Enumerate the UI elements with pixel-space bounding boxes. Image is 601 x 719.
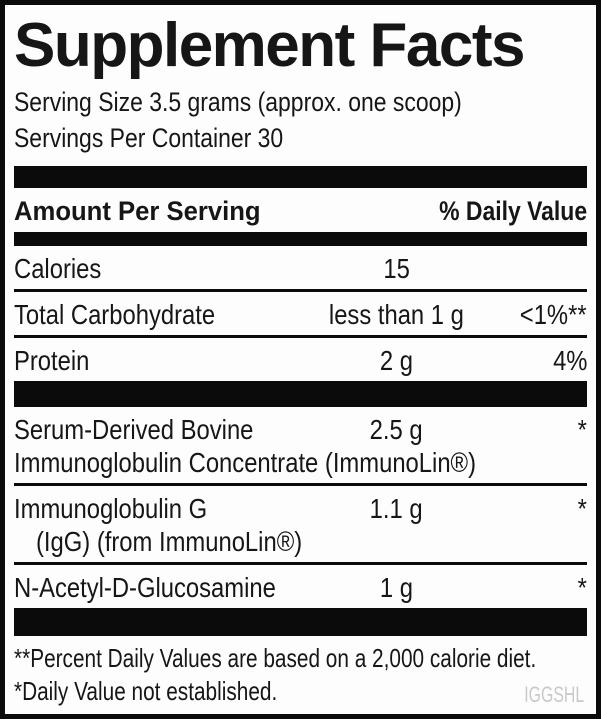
serving-size-text: Serving Size 3.5 grams (approx. one scoo… (14, 87, 462, 117)
nutrient-name: Serum-Derived Bovine (14, 414, 254, 445)
nutrient-dv: * (577, 493, 587, 524)
nutrient-name: Calories (14, 253, 102, 284)
nutrient-name-line2: Immunoglobulin Concentrate (ImmunoLin®) (14, 446, 587, 479)
nutrient-name-line2: (IgG) (from ImmunoLin®) (14, 525, 587, 558)
separator-bar-medium (14, 232, 587, 246)
nutrient-row-immunoglobulin-g: Immunoglobulin G (IgG) (from ImmunoLin®)… (14, 486, 587, 562)
nutrient-amount: 2.5 g (370, 414, 423, 445)
footnote-text: *Daily Value not established. (14, 676, 278, 706)
nutrient-row-total-carbohydrate: Total Carbohydrate less than 1 g <1%** (14, 292, 587, 335)
nutrient-amount-col: 1.1 g (269, 492, 524, 525)
row-divider (14, 289, 587, 292)
nutrient-dv: * (577, 414, 587, 445)
nutrient-amount: 2 g (379, 345, 414, 376)
nutrient-dv-col: <1%** (508, 298, 587, 331)
nutrient-row-serum-derived-bovine: Serum-Derived Bovine Immunoglobulin Conc… (14, 407, 587, 483)
nutrient-dv-col: 4% (547, 344, 587, 377)
nutrient-name-continued: Immunoglobulin Concentrate (ImmunoLin®) (14, 447, 477, 478)
servings-per-container-text: Servings Per Container 30 (14, 123, 284, 153)
row-divider (14, 562, 587, 565)
separator-bar-thick (14, 166, 587, 188)
nutrient-name: N-Acetyl-D-Glucosamine (14, 572, 276, 603)
footnote-not-established: *Daily Value not established. (14, 675, 587, 708)
serving-size-line: Serving Size 3.5 grams (approx. one scoo… (14, 84, 587, 120)
separator-bar-thick (14, 381, 587, 407)
nutrient-amount-col: 2.5 g (269, 413, 524, 446)
nutrient-dv: 4% (552, 345, 587, 376)
daily-value-header: % Daily Value (439, 196, 587, 226)
nutrient-name-line: Serum-Derived Bovine (14, 413, 587, 446)
column-header-row: Amount Per Serving % Daily Value (14, 188, 587, 232)
nutrient-name: Immunoglobulin G (14, 493, 208, 524)
nutrient-name-line: N-Acetyl-D-Glucosamine (14, 571, 587, 604)
nutrient-name: Total Carbohydrate (14, 299, 216, 330)
servings-per-container-line: Servings Per Container 30 (14, 120, 587, 156)
watermark-text: IGGSHL (524, 682, 584, 707)
nutrient-name-line: Total Carbohydrate (14, 298, 587, 331)
nutrient-amount: 1.1 g (370, 493, 423, 524)
nutrient-amount-col: 1 g (269, 571, 524, 604)
label-title: Supplement Facts (14, 11, 526, 80)
nutrient-amount: 15 (383, 253, 410, 284)
nutrient-amount-col: 15 (269, 252, 524, 285)
footnote-daily-values: **Percent Daily Values are based on a 2,… (14, 642, 587, 675)
row-divider (14, 483, 587, 486)
nutrient-name-line: Protein (14, 344, 587, 377)
watermark: IGGSHL (501, 684, 584, 706)
nutrient-dv: * (577, 572, 587, 603)
nutrient-row-calories: Calories 15 (14, 246, 587, 289)
nutrient-name-line: Calories (14, 252, 587, 285)
nutrient-dv: <1%** (520, 299, 587, 330)
amount-per-serving-header: Amount Per Serving (14, 196, 261, 226)
nutrient-name-line: Immunoglobulin G (14, 492, 587, 525)
nutrient-amount-col: 2 g (269, 344, 524, 377)
nutrient-amount-col: less than 1 g (269, 298, 524, 331)
nutrient-row-n-acetyl-d-glucosamine: N-Acetyl-D-Glucosamine 1 g * (14, 565, 587, 608)
nutrient-dv-col: * (576, 571, 587, 604)
nutrient-name-continued: (IgG) (from ImmunoLin®) (36, 526, 303, 557)
separator-bar-thick (14, 608, 587, 636)
footnote-text: **Percent Daily Values are based on a 2,… (14, 643, 537, 673)
nutrient-row-protein: Protein 2 g 4% (14, 338, 587, 381)
nutrient-amount: 1 g (379, 572, 414, 603)
nutrient-dv-col: * (576, 492, 587, 525)
nutrient-name: Protein (14, 345, 90, 376)
row-divider (14, 335, 587, 338)
nutrient-amount: less than 1 g (329, 299, 464, 330)
nutrient-dv-col: * (576, 413, 587, 446)
